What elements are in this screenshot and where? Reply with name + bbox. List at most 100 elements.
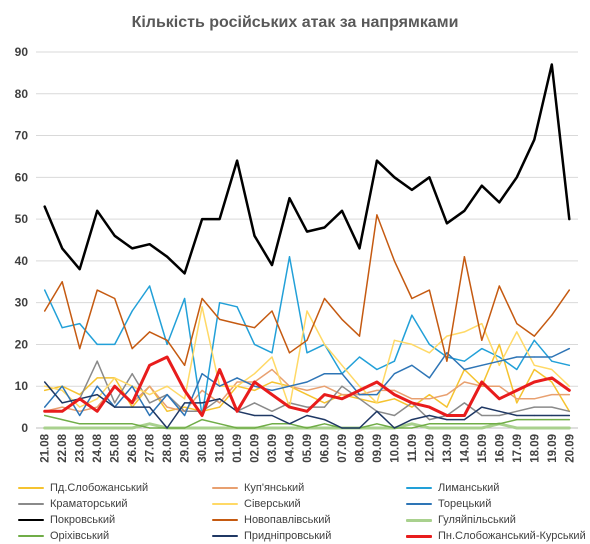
data-point bbox=[131, 247, 133, 249]
data-point bbox=[533, 427, 535, 429]
data-point bbox=[96, 360, 98, 362]
data-point bbox=[323, 427, 326, 429]
data-point bbox=[271, 389, 273, 391]
data-point bbox=[288, 256, 291, 258]
data-point bbox=[376, 214, 378, 216]
data-point bbox=[446, 222, 448, 224]
data-point bbox=[428, 393, 430, 396]
data-point bbox=[568, 427, 570, 429]
data-point bbox=[218, 427, 221, 429]
data-point bbox=[498, 423, 500, 425]
data-point bbox=[551, 393, 553, 396]
data-point bbox=[428, 414, 430, 417]
data-point bbox=[79, 348, 81, 350]
data-point bbox=[96, 406, 98, 408]
data-point bbox=[341, 364, 343, 366]
y-tick-label: 30 bbox=[15, 296, 29, 310]
data-point bbox=[218, 318, 221, 320]
data-point bbox=[533, 335, 535, 337]
data-point bbox=[253, 427, 256, 429]
data-point bbox=[253, 235, 256, 237]
data-point bbox=[96, 423, 98, 425]
data-point bbox=[481, 381, 483, 383]
data-point bbox=[323, 385, 326, 387]
data-point bbox=[393, 414, 396, 417]
data-point bbox=[393, 393, 396, 396]
data-point bbox=[463, 423, 465, 425]
data-point bbox=[149, 364, 151, 366]
data-point bbox=[411, 427, 413, 429]
data-point bbox=[393, 339, 396, 341]
data-point bbox=[131, 348, 133, 350]
data-point bbox=[428, 423, 430, 425]
data-point bbox=[184, 427, 186, 429]
data-point bbox=[184, 414, 186, 417]
data-point bbox=[446, 352, 448, 354]
y-tick-label: 80 bbox=[15, 87, 29, 101]
data-point bbox=[61, 406, 63, 408]
x-tick-label: 12.09 bbox=[424, 434, 436, 463]
data-point bbox=[61, 410, 63, 412]
data-point bbox=[253, 389, 256, 391]
data-point bbox=[358, 393, 361, 396]
data-point bbox=[533, 368, 535, 371]
data-point bbox=[288, 423, 291, 425]
data-point bbox=[114, 343, 116, 346]
data-point bbox=[323, 297, 326, 300]
data-point bbox=[498, 410, 500, 412]
data-point bbox=[184, 389, 186, 391]
data-point bbox=[376, 381, 378, 383]
data-point bbox=[533, 398, 535, 400]
data-point bbox=[271, 352, 273, 354]
data-point bbox=[44, 289, 46, 291]
data-point bbox=[114, 423, 116, 425]
x-tick-label: 27.08 bbox=[145, 433, 157, 462]
data-point bbox=[428, 377, 430, 379]
data-point bbox=[323, 343, 326, 346]
data-point bbox=[96, 377, 98, 379]
data-point bbox=[481, 406, 483, 408]
data-point bbox=[131, 310, 133, 312]
data-point bbox=[131, 385, 133, 387]
data-point bbox=[306, 352, 308, 354]
data-point bbox=[428, 176, 430, 178]
data-point bbox=[551, 314, 553, 316]
data-point bbox=[149, 285, 151, 287]
data-point bbox=[498, 343, 500, 346]
x-tick-label: 30.08 bbox=[197, 433, 209, 462]
data-point bbox=[463, 368, 465, 371]
data-point bbox=[218, 423, 221, 425]
y-tick-label: 40 bbox=[15, 254, 29, 268]
data-point bbox=[96, 385, 98, 387]
data-point bbox=[463, 210, 465, 212]
data-point bbox=[96, 398, 98, 400]
x-tick-label: 28.08 bbox=[162, 433, 174, 462]
x-tick-label: 15.09 bbox=[477, 434, 489, 463]
data-point bbox=[411, 314, 413, 316]
data-point bbox=[149, 243, 151, 245]
data-point bbox=[114, 402, 116, 404]
x-tick-label: 11.09 bbox=[407, 434, 419, 462]
data-point bbox=[218, 385, 221, 387]
data-point bbox=[149, 423, 151, 425]
data-point bbox=[201, 297, 203, 300]
data-point bbox=[96, 210, 98, 212]
data-point bbox=[149, 393, 151, 396]
series-7 bbox=[43, 214, 571, 367]
data-point bbox=[481, 385, 483, 387]
data-point bbox=[568, 364, 570, 366]
series-0 bbox=[43, 343, 571, 413]
data-point bbox=[358, 356, 361, 358]
data-point bbox=[44, 410, 46, 412]
data-point bbox=[166, 385, 168, 387]
data-point bbox=[516, 356, 518, 358]
data-point bbox=[533, 419, 535, 421]
data-point bbox=[516, 322, 518, 325]
data-point bbox=[271, 423, 273, 425]
data-point bbox=[236, 160, 238, 162]
x-tick-label: 19.09 bbox=[547, 434, 559, 463]
data-point bbox=[114, 385, 116, 387]
data-point bbox=[253, 385, 256, 387]
data-point bbox=[376, 410, 378, 412]
